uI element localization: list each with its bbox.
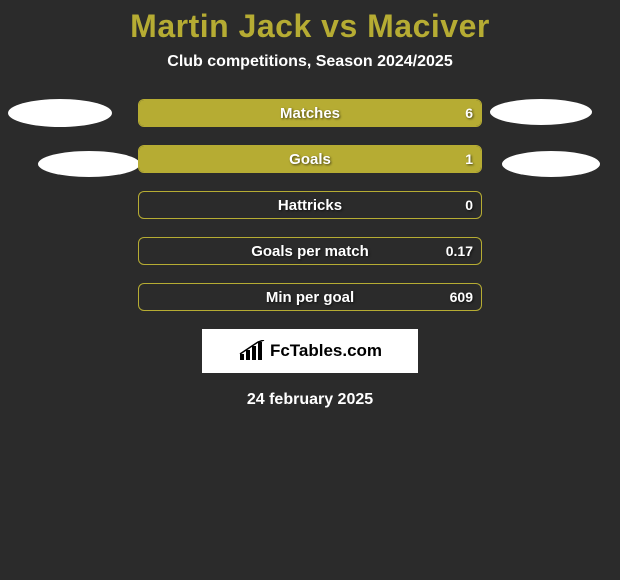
stat-label: Matches	[139, 100, 481, 126]
stat-right-value: 1	[465, 146, 473, 172]
stat-right-value: 0.17	[446, 238, 473, 264]
bar-chart-icon	[238, 340, 266, 362]
comparison-chart: Matches6Goals1Hattricks0Goals per match0…	[0, 99, 620, 311]
page-subtitle: Club competitions, Season 2024/2025	[0, 53, 620, 71]
stat-row: Min per goal609	[138, 283, 482, 311]
stat-row: Matches6	[138, 99, 482, 127]
stat-label: Goals per match	[139, 238, 481, 264]
stat-label: Min per goal	[139, 284, 481, 310]
logo-text: FcTables.com	[270, 341, 382, 361]
stat-label: Goals	[139, 146, 481, 172]
player-marker-ellipse	[490, 99, 592, 125]
stat-row: Goals1	[138, 145, 482, 173]
stat-row: Hattricks0	[138, 191, 482, 219]
stat-rows: Matches6Goals1Hattricks0Goals per match0…	[138, 99, 482, 311]
stat-row: Goals per match0.17	[138, 237, 482, 265]
stat-right-value: 609	[450, 284, 473, 310]
stat-label: Hattricks	[139, 192, 481, 218]
player-marker-ellipse	[502, 151, 600, 177]
logo-box: FcTables.com	[202, 329, 418, 373]
date-text: 24 february 2025	[0, 391, 620, 409]
player-marker-ellipse	[38, 151, 140, 177]
stat-right-value: 0	[465, 192, 473, 218]
player-marker-ellipse	[8, 99, 112, 127]
page-title: Martin Jack vs Maciver	[0, 0, 620, 45]
stat-right-value: 6	[465, 100, 473, 126]
